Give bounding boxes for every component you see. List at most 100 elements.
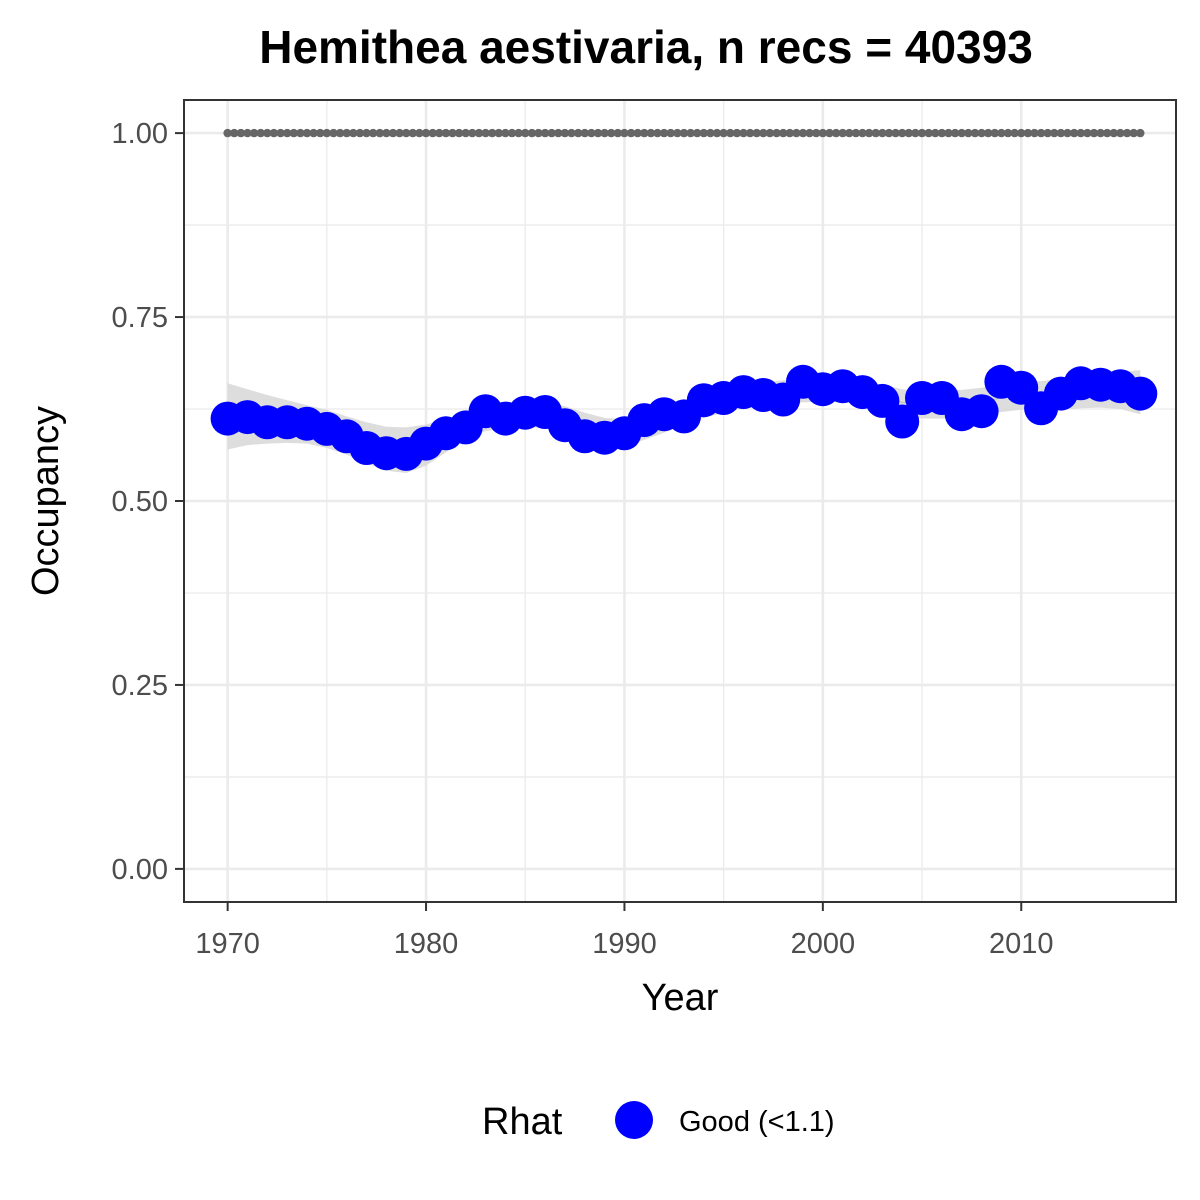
reference-line-dot — [1023, 128, 1033, 138]
y-tick-label: 0.50 — [112, 486, 168, 518]
y-tick-label: 0.25 — [112, 670, 168, 702]
reference-line-dot — [382, 128, 391, 138]
reference-line-dot — [1036, 128, 1046, 138]
reference-line-dot — [316, 128, 325, 138]
reference-line-dot — [898, 128, 907, 138]
reference-line-dot — [825, 128, 834, 138]
reference-line-dot — [812, 128, 821, 138]
y-tick-label: 1.00 — [112, 118, 168, 150]
reference-line-dot — [593, 128, 603, 138]
legend: Rhat Good (<1.1) — [482, 1101, 835, 1143]
reference-line-layer — [223, 128, 1145, 138]
reference-line-dot — [931, 128, 940, 138]
reference-line-dot — [871, 128, 880, 138]
reference-line-dot — [646, 128, 656, 138]
reference-line-dot — [984, 128, 993, 138]
plot-panel — [183, 99, 1177, 903]
reference-line-dot — [527, 128, 537, 138]
x-tick-label: 1980 — [394, 928, 459, 960]
reference-line-dot — [613, 128, 622, 138]
occupancy-point — [964, 394, 999, 429]
reference-line-dot — [223, 128, 232, 138]
reference-line-dot — [1030, 128, 1039, 138]
y-tick-label: 0.75 — [112, 302, 168, 334]
x-axis-title: Year — [642, 977, 719, 1019]
reference-line-dot — [686, 128, 695, 138]
reference-line-dot — [732, 128, 742, 138]
reference-line-dot — [957, 128, 966, 138]
reference-line-dot — [580, 128, 589, 138]
reference-line-dot — [1017, 128, 1026, 138]
reference-line-dot — [1122, 128, 1132, 138]
reference-line-dot — [990, 128, 999, 138]
occupancy-points-layer — [210, 364, 1158, 471]
reference-line-dot — [236, 128, 246, 138]
reference-line-dot — [693, 128, 702, 138]
reference-line-dot — [891, 128, 900, 138]
reference-line-dot — [653, 128, 662, 138]
reference-line-dot — [375, 128, 384, 138]
reference-line-dot — [494, 128, 503, 138]
reference-line-dot — [779, 128, 788, 138]
reference-line-dot — [514, 128, 523, 138]
x-tick-label: 1970 — [195, 928, 260, 960]
reference-line-dot — [845, 128, 854, 138]
legend-key-good — [615, 1101, 653, 1139]
y-axis: 0.00 0.25 0.50 0.75 1.00 — [112, 118, 184, 886]
reference-line-dot — [560, 128, 570, 138]
reference-line-dot — [329, 128, 338, 138]
reference-line-dot — [547, 128, 556, 138]
x-tick-label: 2000 — [791, 928, 856, 960]
reference-line-dot — [534, 128, 543, 138]
reference-line-dot — [673, 128, 682, 138]
reference-line-dot — [964, 128, 973, 138]
reference-line-dot — [415, 128, 424, 138]
reference-line-dot — [706, 128, 715, 138]
x-axis: 1970 1980 1990 2000 2010 — [195, 902, 1054, 960]
reference-line-dot — [567, 128, 576, 138]
reference-line-dot — [772, 128, 781, 138]
reference-line-dot — [745, 128, 755, 138]
legend-title: Rhat — [482, 1101, 563, 1143]
reference-line-dot — [917, 128, 927, 138]
reference-line-dot — [355, 128, 365, 138]
reference-line-dot — [666, 128, 675, 138]
occupancy-point — [885, 404, 920, 439]
reference-line-dot — [1070, 128, 1079, 138]
reference-line-dot — [302, 128, 312, 138]
reference-line-dot — [851, 128, 861, 138]
reference-line-dot — [640, 128, 649, 138]
reference-line-dot — [805, 128, 814, 138]
reference-line-dot — [388, 128, 398, 138]
reference-line-dot — [1103, 128, 1112, 138]
reference-line-dot — [587, 128, 596, 138]
reference-line-dot — [726, 128, 735, 138]
x-tick-label: 2010 — [989, 928, 1054, 960]
reference-line-dot — [970, 128, 980, 138]
reference-line-dot — [659, 128, 669, 138]
reference-line-dot — [296, 128, 305, 138]
reference-line-dot — [507, 128, 517, 138]
reference-line-dot — [461, 128, 470, 138]
reference-line-dot — [468, 128, 477, 138]
reference-line-dot — [448, 128, 457, 138]
reference-line-dot — [997, 128, 1006, 138]
reference-line-dot — [785, 128, 794, 138]
chart-title: Hemithea aestivaria, n recs = 40393 — [259, 21, 1033, 73]
y-tick-label: 0.00 — [112, 854, 168, 886]
reference-line-dot — [269, 128, 279, 138]
reference-line-dot — [309, 128, 318, 138]
reference-line-dot — [454, 128, 464, 138]
reference-line-dot — [831, 128, 841, 138]
reference-line-dot — [1063, 128, 1072, 138]
reference-line-dot — [441, 128, 451, 138]
reference-line-dot — [322, 128, 331, 138]
reference-line-dot — [792, 128, 801, 138]
reference-line-dot — [349, 128, 358, 138]
reference-line-dot — [1109, 128, 1119, 138]
reference-line-dot — [626, 128, 636, 138]
reference-line-dot — [1056, 128, 1066, 138]
reference-line-dot — [818, 128, 827, 138]
reference-line-dot — [864, 128, 874, 138]
reference-line-dot — [838, 128, 847, 138]
